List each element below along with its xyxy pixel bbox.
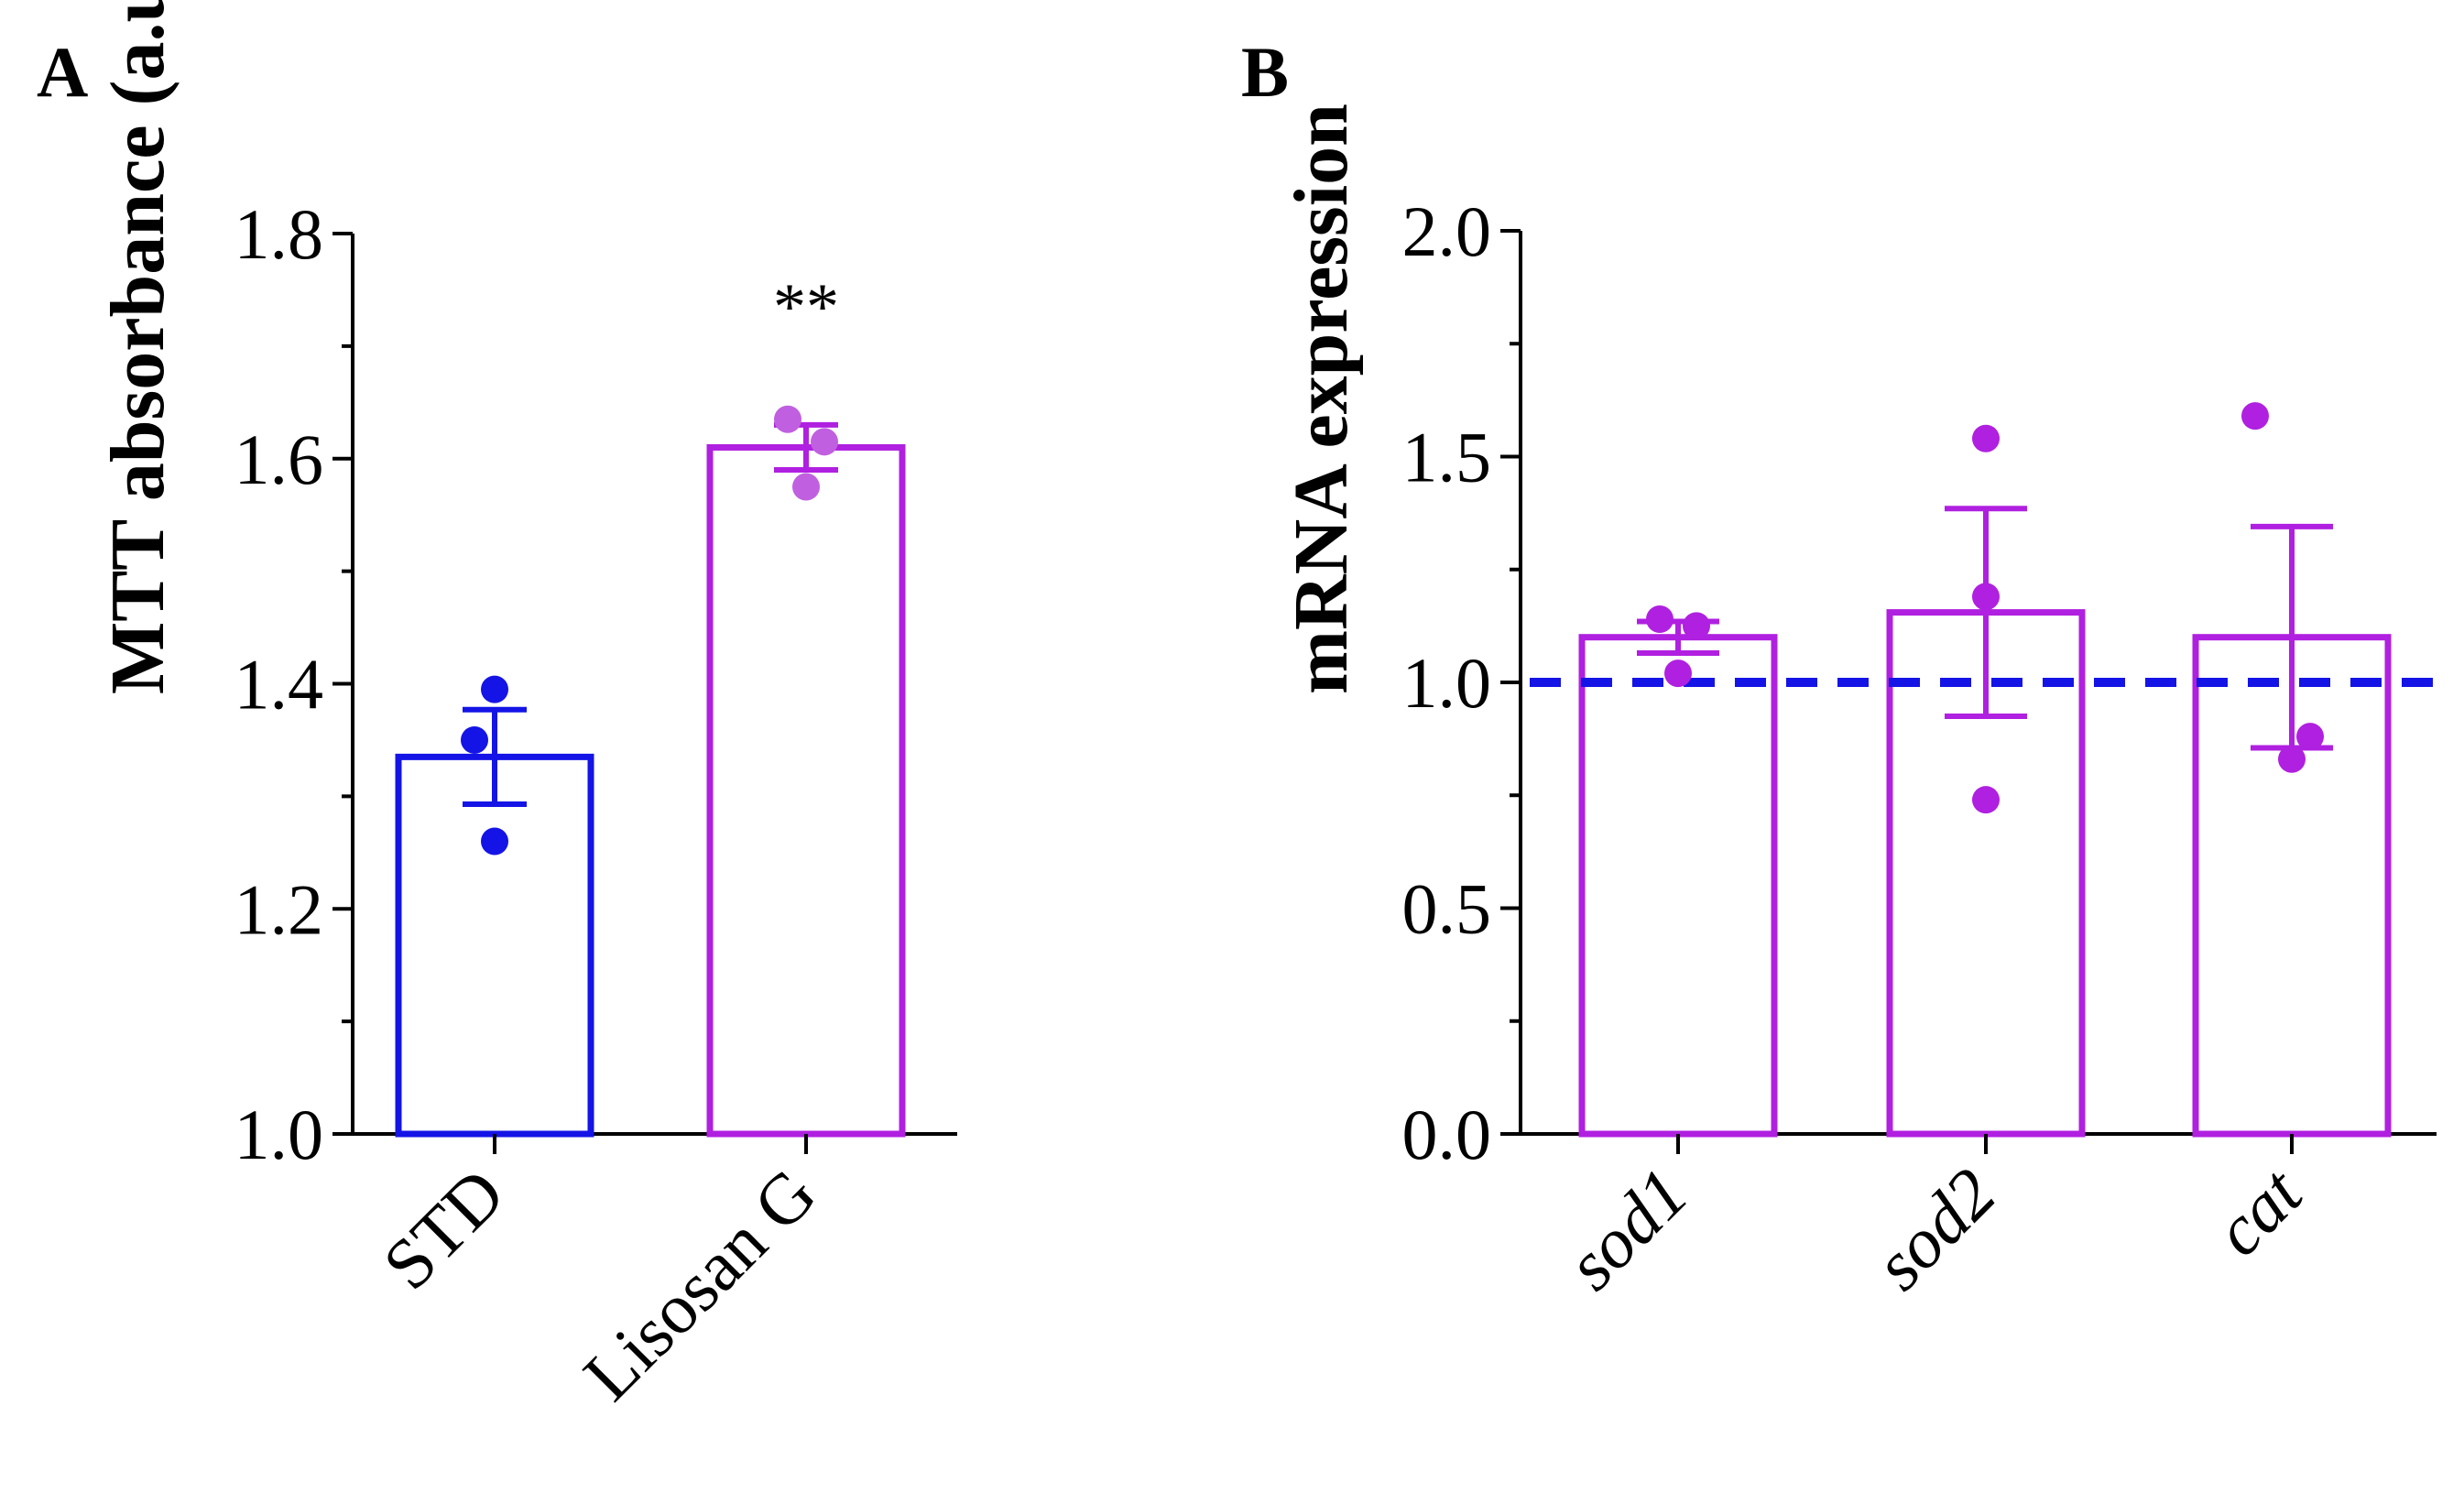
y-tick-label-b: 0.0 bbox=[1402, 1095, 1492, 1174]
bar-a bbox=[395, 753, 594, 1138]
data-point-b bbox=[1972, 583, 2000, 611]
panel-a: A MTT absorbance (a.u.) 1.0 1.2 1.4 1.6 1.8 S… bbox=[37, 0, 957, 1415]
y-tick-label-a: 1.8 bbox=[234, 194, 324, 274]
significance-annotation-a: ** bbox=[773, 270, 839, 343]
x-tick-label-b: cat bbox=[2198, 1151, 2318, 1271]
y-tick-label-a: 1.4 bbox=[234, 645, 324, 725]
x-tick-label-b: sod2 bbox=[1859, 1153, 2011, 1305]
data-point-a bbox=[461, 725, 488, 754]
y-tick-label-b: 1.5 bbox=[1402, 418, 1492, 497]
y-axis-label-a: MTT absorbance (a.u.) bbox=[95, 0, 180, 694]
bar-a bbox=[706, 443, 906, 1138]
y-tick-label-a: 1.6 bbox=[234, 420, 324, 499]
data-point-b bbox=[2296, 723, 2324, 751]
plot-area-a: 1.0 1.2 1.4 1.6 1.8 STD Lisosan G ** bbox=[234, 194, 957, 1416]
y-tick-label-a: 1.2 bbox=[234, 869, 324, 949]
data-point-b bbox=[1683, 612, 1710, 640]
y-axis-label-b: mRNA expression bbox=[1279, 104, 1364, 694]
data-point-a bbox=[481, 675, 508, 703]
panel-b: B mRNA expression 0.0 0.5 1.0 1.5 2.0 sod1 sod… bbox=[1241, 32, 2437, 1304]
data-point-a bbox=[481, 827, 508, 855]
data-point-b bbox=[1646, 605, 1674, 633]
y-tick-label-b: 1.0 bbox=[1402, 643, 1492, 723]
data-point-b bbox=[1972, 424, 2000, 452]
x-tick-label-a: Lisosan G bbox=[568, 1153, 831, 1416]
y-tick-label-a: 1.0 bbox=[234, 1095, 324, 1174]
y-tick-label-b: 2.0 bbox=[1402, 191, 1492, 271]
data-point-b bbox=[1664, 659, 1692, 688]
data-point-a bbox=[792, 473, 820, 501]
x-tick-label-b: sod1 bbox=[1551, 1153, 1703, 1305]
data-point-b bbox=[2278, 745, 2306, 773]
data-point-a bbox=[774, 405, 801, 433]
panel-label-b: B bbox=[1241, 32, 1289, 112]
x-tick-label-a: STD bbox=[367, 1153, 519, 1305]
data-point-a bbox=[811, 428, 838, 456]
plot-area-b: 0.0 0.5 1.0 1.5 2.0 sod1 sod2 cat bbox=[1402, 191, 2437, 1304]
bar-b bbox=[1578, 634, 1778, 1138]
y-tick-label-b: 0.5 bbox=[1402, 869, 1492, 949]
data-point-b bbox=[1972, 786, 2000, 814]
data-point-b bbox=[2241, 402, 2269, 430]
panel-label-a: A bbox=[37, 32, 88, 112]
